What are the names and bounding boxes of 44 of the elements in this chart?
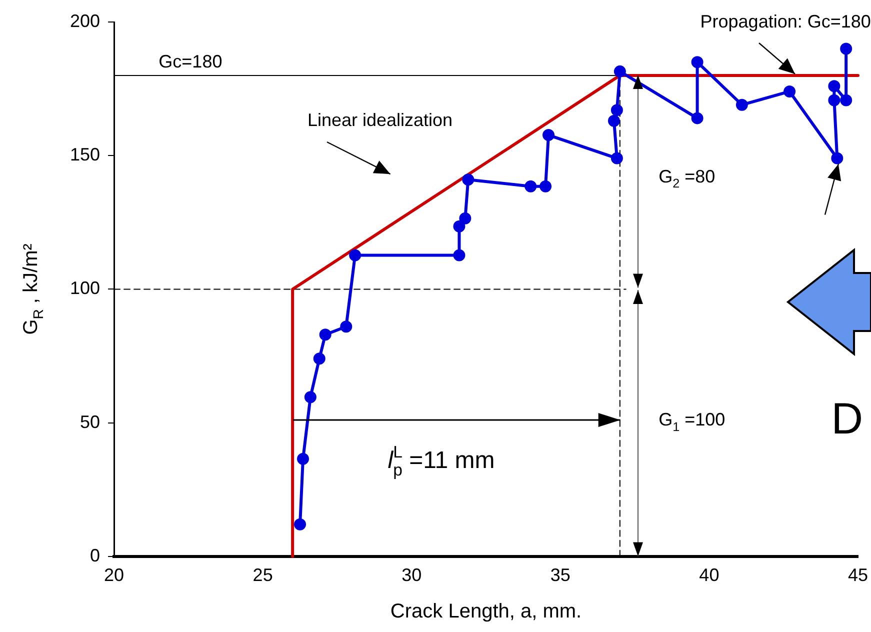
y-axis-title: GR , kJ/m² (20, 243, 46, 335)
point (840, 42, 852, 55)
point (459, 212, 472, 224)
point (453, 249, 466, 262)
annotation: D (831, 394, 863, 444)
point (691, 56, 704, 68)
point (828, 80, 840, 92)
point (736, 98, 748, 111)
y-tick-label: 150 (70, 144, 100, 165)
point (828, 94, 840, 106)
annotation: Propagation: Gc=180 (700, 11, 871, 32)
annotation: Gc=180 (158, 51, 222, 72)
x-tick-label: 45 (848, 565, 868, 586)
point (784, 85, 796, 98)
x-tick-label: 20 (104, 565, 124, 586)
point (297, 452, 309, 465)
point (610, 104, 623, 116)
point (294, 518, 306, 530)
point (831, 152, 844, 164)
point (608, 114, 620, 127)
point (453, 220, 466, 232)
point (319, 328, 332, 341)
point (610, 152, 623, 164)
point (349, 249, 362, 262)
x-tick-label: 40 (699, 565, 720, 586)
point (540, 180, 552, 192)
x-tick-label: 25 (252, 565, 273, 586)
point (313, 352, 326, 365)
y-tick-label: 50 (80, 412, 100, 432)
x-tick-label: 35 (550, 565, 570, 586)
point (524, 180, 537, 192)
point (304, 391, 316, 404)
y-tick-label: 0 (90, 545, 100, 566)
point (542, 129, 555, 142)
point (340, 320, 352, 333)
point (462, 174, 474, 186)
y-tick-label: 100 (70, 278, 100, 298)
x-axis-title: Crack Length, a, mm. (390, 600, 582, 623)
annotation: Linear idealization (307, 110, 453, 130)
point (840, 94, 852, 106)
x-tick-label: 30 (402, 565, 422, 586)
y-tick-label: 200 (70, 10, 100, 31)
point (614, 65, 626, 78)
point (691, 112, 704, 124)
